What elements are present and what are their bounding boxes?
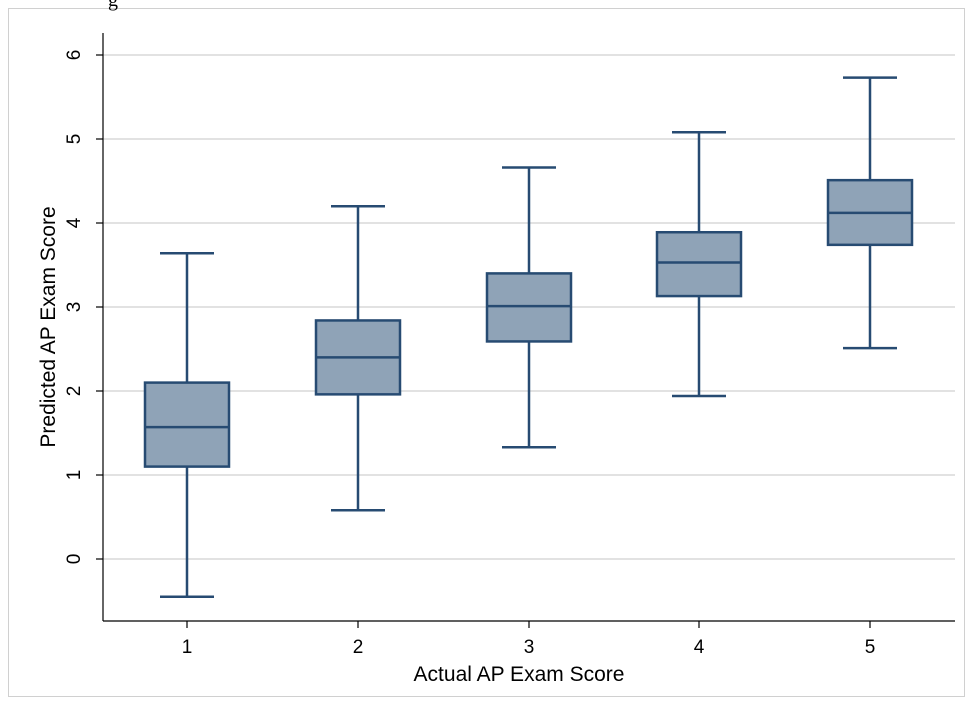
y-tick-label: 6 [64, 50, 85, 61]
y-tick-label: 3 [64, 302, 85, 313]
x-tick-label: 4 [694, 637, 705, 658]
y-axis-title: Predicted AP Exam Score [37, 206, 60, 447]
box-group-3 [485, 166, 573, 449]
x-axis-ticks: 1 2 3 4 5 [182, 621, 876, 658]
box-iqr [485, 272, 573, 343]
y-axis-ticks: 0 1 2 3 4 5 6 [64, 50, 103, 565]
boxes [143, 76, 914, 599]
y-tick-label: 2 [64, 386, 85, 397]
box-group-2 [314, 204, 402, 512]
x-axis-title: Actual AP Exam Score [414, 663, 625, 686]
x-tick-label: 3 [524, 637, 535, 658]
y-tick-label: 5 [64, 134, 85, 145]
box-group-1 [143, 251, 231, 599]
clipped-top-text: g [108, 0, 118, 11]
y-tick-label: 4 [64, 217, 85, 228]
box-iqr [655, 230, 743, 298]
x-tick-label: 1 [182, 637, 193, 658]
chart-border [8, 8, 965, 697]
box-group-5 [826, 76, 914, 350]
x-tick-label: 2 [353, 637, 364, 658]
x-tick-label: 5 [865, 637, 876, 658]
box-group-4 [655, 131, 743, 398]
box-iqr [143, 381, 231, 468]
y-tick-label: 0 [64, 554, 85, 565]
y-tick-label: 1 [64, 470, 85, 481]
